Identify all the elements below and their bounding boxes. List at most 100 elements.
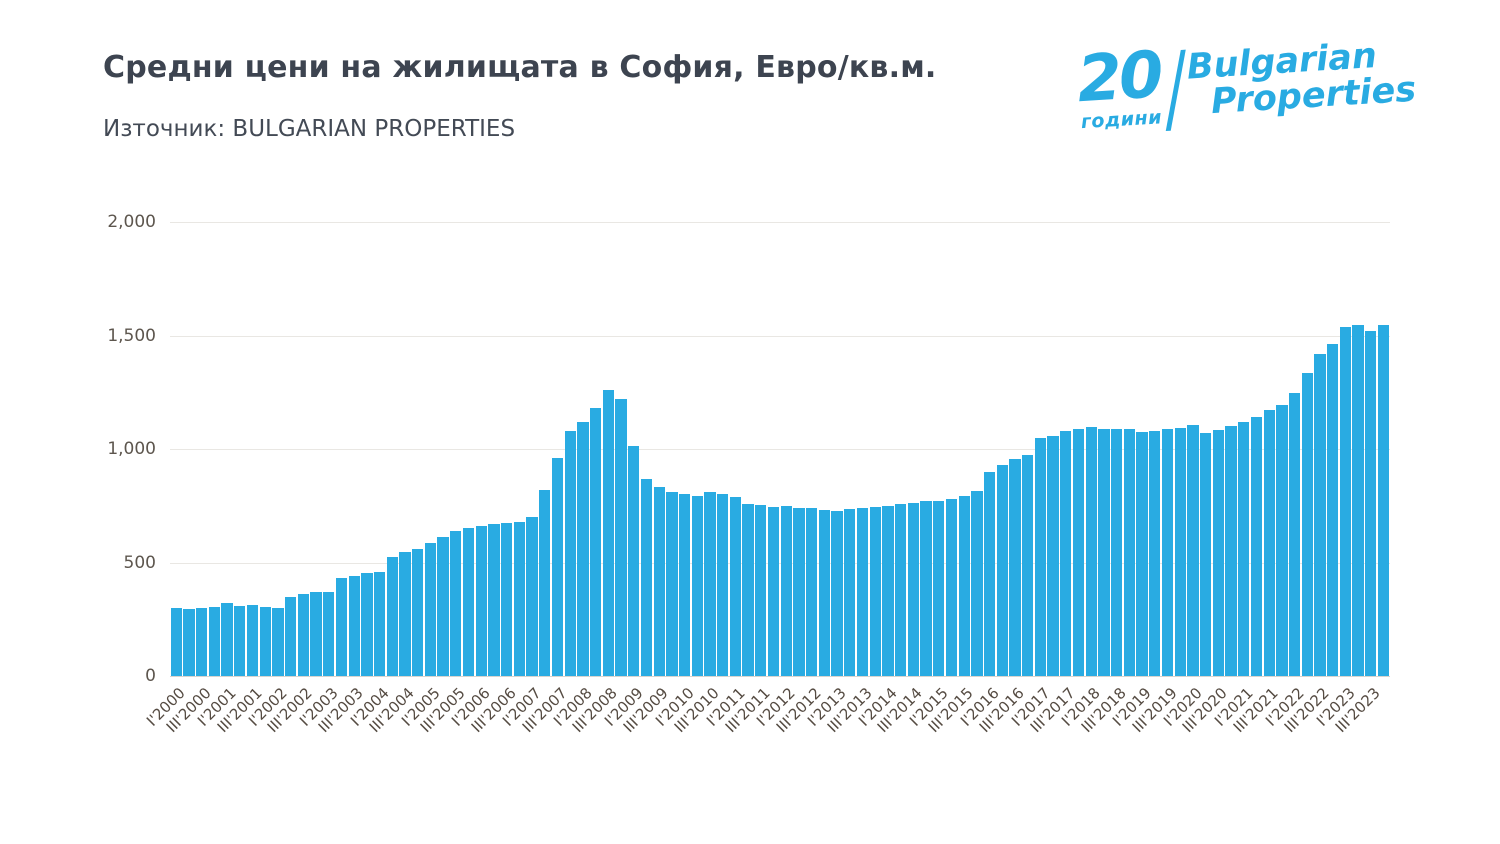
- bar: [767, 506, 780, 676]
- bar: [666, 491, 678, 676]
- bar: [424, 542, 437, 676]
- gridline: [170, 222, 1390, 223]
- bar: [1136, 431, 1148, 676]
- bar: [1314, 353, 1326, 676]
- bar: [729, 496, 742, 676]
- y-tick-label: 1,500: [107, 325, 156, 346]
- logo-brand-line2: Properties: [1209, 69, 1418, 122]
- gridline: [170, 449, 1390, 450]
- bar: [196, 607, 208, 676]
- page-title: Средни цени на жилищата в София, Евро/кв…: [103, 50, 937, 85]
- bar: [1161, 429, 1174, 676]
- bar: [475, 526, 487, 676]
- logo-anniversary-label: години: [1080, 105, 1163, 133]
- bar: [920, 501, 932, 676]
- bar: [806, 508, 818, 676]
- bar: [297, 593, 309, 676]
- bar: [1352, 324, 1364, 676]
- bar: [1288, 392, 1301, 676]
- bar: [615, 399, 627, 676]
- bar: [323, 591, 335, 676]
- bar: [1072, 428, 1085, 676]
- bar: [958, 496, 970, 676]
- bar: [1238, 422, 1250, 676]
- bar: [1047, 435, 1059, 676]
- gridline: [170, 676, 1390, 677]
- bar: [246, 605, 259, 676]
- bar: [628, 446, 640, 676]
- bar: [1225, 426, 1237, 676]
- bar: [361, 573, 373, 676]
- bar: [1174, 428, 1186, 676]
- bar: [996, 464, 1008, 676]
- bar: [831, 510, 843, 676]
- bar: [602, 389, 614, 676]
- bar: [1111, 429, 1123, 676]
- bar: [882, 505, 894, 676]
- bar: [933, 500, 945, 676]
- bar: [589, 408, 602, 676]
- logo-anniversary: 20 години: [1075, 38, 1164, 133]
- bar: [526, 516, 538, 676]
- bar: [437, 537, 449, 676]
- bar: [818, 510, 831, 676]
- bar: [488, 524, 500, 676]
- bar: [1123, 429, 1136, 676]
- bar: [234, 605, 246, 676]
- bar: [742, 503, 754, 676]
- bar: [412, 549, 424, 676]
- bar: [1098, 428, 1110, 676]
- bar: [462, 528, 475, 676]
- bar: [717, 494, 729, 676]
- bar: [780, 506, 792, 676]
- y-tick-label: 1,000: [107, 439, 156, 459]
- bar: [1301, 372, 1313, 676]
- bar: [551, 457, 564, 676]
- bar: [501, 523, 513, 676]
- bar: [310, 592, 322, 676]
- bar: [284, 597, 297, 676]
- bar: [691, 495, 703, 676]
- bar: [1199, 433, 1212, 676]
- bar: [844, 509, 856, 676]
- logo-anniversary-number: 20: [1075, 38, 1163, 118]
- bar: [272, 607, 284, 676]
- bar: [1339, 326, 1352, 676]
- bar: [170, 607, 182, 676]
- bar: [945, 498, 958, 676]
- bar: [1263, 410, 1275, 676]
- gridline: [170, 335, 1390, 337]
- bar: [1149, 430, 1161, 676]
- bar: [1250, 416, 1263, 676]
- y-tick-label: 0: [145, 666, 156, 686]
- bar: [373, 571, 386, 676]
- bar: [564, 431, 576, 676]
- bar: [539, 490, 551, 676]
- bar: [1365, 330, 1377, 676]
- bar: [894, 504, 907, 676]
- bar: [399, 552, 411, 676]
- y-tick-label: 2,000: [107, 212, 156, 232]
- bar: [653, 487, 665, 676]
- bar: [450, 530, 462, 676]
- bar: [335, 578, 348, 676]
- bar: [1276, 404, 1288, 676]
- bar: [386, 556, 398, 676]
- bar: [971, 491, 983, 676]
- bar: [577, 421, 589, 676]
- bar: [1022, 454, 1034, 676]
- bar: [640, 478, 653, 676]
- bar: [513, 521, 526, 676]
- source-label: Източник: BULGARIAN PROPERTIES: [103, 116, 516, 142]
- bar: [1034, 437, 1047, 676]
- bar: [1060, 430, 1072, 676]
- plot-area: 0 500 1,000 1,500 2,000 I'2000 III'2000 I'2001 I…: [107, 212, 1390, 736]
- bar: [755, 505, 767, 676]
- bar: [1187, 425, 1199, 676]
- bar: [678, 494, 691, 676]
- gridline: [170, 562, 1390, 564]
- bar: [348, 575, 360, 676]
- bar: [183, 608, 195, 676]
- bar: [221, 602, 233, 676]
